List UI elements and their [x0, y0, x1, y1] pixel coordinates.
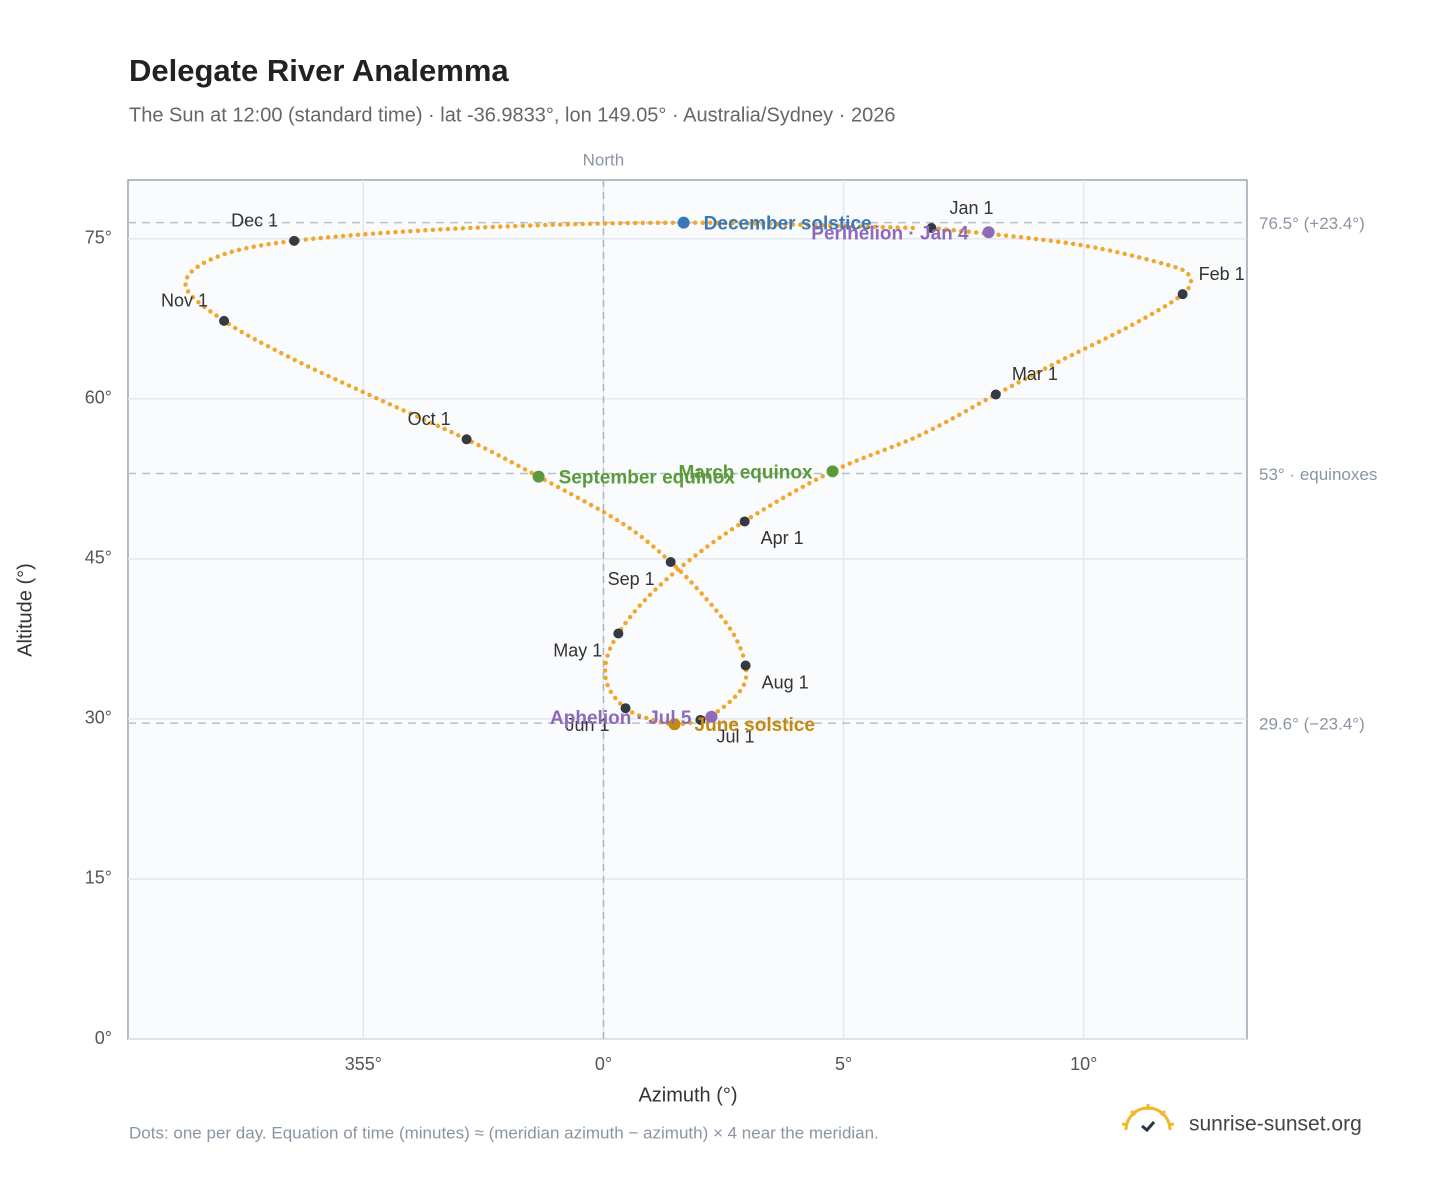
month-marker [740, 660, 751, 671]
month-label: Apr 1 [761, 528, 804, 548]
reference-label: 53° · equinoxes [1259, 465, 1377, 484]
month-marker [926, 223, 937, 234]
x-tick-label: 355° [345, 1054, 382, 1074]
y-tick-label: 60° [85, 388, 112, 408]
reference-label: 29.6° (−23.4°) [1259, 715, 1365, 734]
y-axis-title: Altitude (°) [14, 563, 36, 657]
month-label: Jul 1 [716, 727, 754, 747]
month-label: Feb 1 [1199, 264, 1245, 284]
event-label: December solstice [704, 214, 872, 235]
y-tick-label: 0° [95, 1028, 112, 1048]
month-marker [613, 628, 624, 639]
plot-area [127, 179, 1248, 1040]
event-marker [668, 718, 681, 731]
month-label: Dec 1 [231, 211, 278, 231]
month-marker [695, 714, 706, 725]
event-marker [826, 465, 839, 478]
event-label: Perihelion · Jan 4 [811, 223, 969, 244]
month-label: Aug 1 [762, 672, 809, 692]
event-label: March equinox [678, 462, 813, 483]
reference-label: 76.5° (+23.4°) [1259, 214, 1365, 233]
x-tick-label: 0° [595, 1054, 612, 1074]
month-marker [219, 315, 230, 326]
event-label: Aphelion · Jul 5 [550, 708, 692, 729]
month-label: May 1 [553, 640, 602, 660]
month-marker [665, 557, 676, 568]
event-marker [705, 710, 718, 723]
event-label: September equinox [559, 468, 736, 489]
month-marker [739, 516, 750, 527]
event-label: June solstice [695, 715, 815, 736]
month-label: Jan 1 [949, 198, 993, 218]
y-tick-label: 45° [85, 548, 112, 568]
meridian-label: North [583, 150, 625, 169]
chart-title: Delegate River Analemma [129, 53, 509, 88]
logo [1121, 1104, 1175, 1133]
y-tick-label: 15° [85, 868, 112, 888]
month-marker [289, 235, 300, 246]
footnote: Dots: one per day. Equation of time (min… [129, 1123, 879, 1142]
x-tick-label: 10° [1070, 1054, 1097, 1074]
event-marker [677, 216, 690, 229]
x-axis-title: Azimuth (°) [638, 1084, 737, 1106]
event-marker [532, 470, 545, 483]
x-tick-label: 5° [835, 1054, 852, 1074]
month-label: Jun 1 [565, 715, 609, 735]
month-marker [1177, 289, 1188, 300]
month-marker [620, 703, 631, 714]
month-marker [990, 389, 1001, 400]
month-label: Sep 1 [608, 569, 655, 589]
brand: sunrise-sunset.org [1189, 1113, 1362, 1136]
month-label: Nov 1 [161, 291, 208, 311]
y-tick-label: 75° [85, 227, 112, 247]
chart-subtitle: The Sun at 12:00 (standard time) · lat -… [129, 104, 895, 126]
month-label: Mar 1 [1012, 364, 1058, 384]
event-marker [982, 226, 995, 239]
month-marker [461, 434, 472, 445]
month-label: Oct 1 [408, 409, 451, 429]
y-tick-label: 30° [85, 708, 112, 728]
